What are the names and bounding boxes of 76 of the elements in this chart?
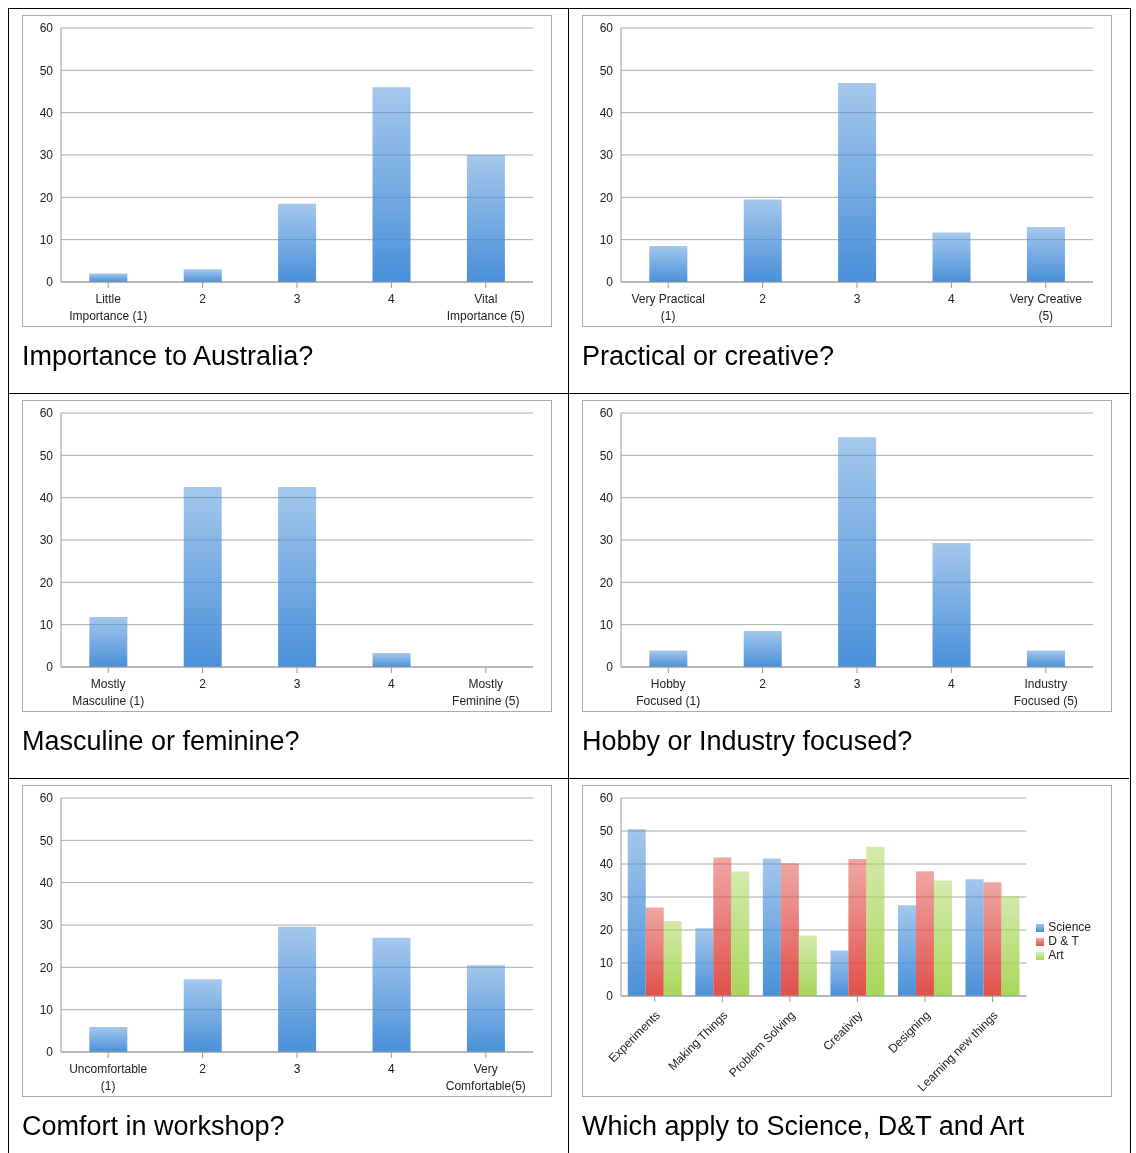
legend-label: Art	[1048, 948, 1064, 962]
y-tick-label: 0	[46, 275, 54, 290]
text: Hobby or Industry focused?	[582, 726, 914, 757]
y-tick-label: 40	[39, 875, 54, 890]
y-tick-label: 40	[39, 490, 54, 505]
y-tick-label: 10	[599, 956, 614, 971]
x-tick-label: Very Comfortable(5)	[445, 1061, 526, 1093]
y-tick-label: 60	[599, 406, 614, 421]
y-tick-label: 0	[46, 660, 54, 675]
y-tick-label: 20	[599, 923, 614, 938]
y-tick-label: 60	[599, 791, 614, 806]
y-tick-label: 60	[599, 21, 614, 36]
y-tick-label: 40	[599, 490, 614, 505]
y-tick-label: 50	[39, 833, 54, 848]
y-tick-label: 30	[39, 533, 54, 548]
x-tick-label: Mostly Feminine (5)	[452, 676, 520, 708]
text: Masculine or feminine?	[22, 726, 301, 757]
y-tick-label: 50	[599, 448, 614, 463]
legend-label: D & T	[1048, 934, 1079, 948]
text: Comfort in workshop?	[22, 1111, 286, 1142]
y-tick-label: 30	[39, 148, 54, 163]
text: Which apply to Science, D&T and Art	[582, 1111, 1026, 1142]
y-tick-label: 10	[39, 232, 54, 247]
y-tick-label: 20	[599, 575, 614, 590]
y-tick-label: 40	[39, 105, 54, 120]
y-tick-label: 20	[39, 190, 54, 205]
x-tick-label: Vital Importance (5)	[446, 291, 525, 323]
x-tick-label: 3	[293, 291, 301, 306]
y-tick-label: 0	[46, 1045, 54, 1060]
y-tick-label: 50	[39, 448, 54, 463]
x-tick-label: 2	[199, 676, 207, 691]
y-tick-label: 50	[599, 63, 614, 78]
text: Importance to Australia?	[22, 341, 315, 372]
x-tick-label: 3	[853, 291, 861, 306]
y-tick-label: 10	[599, 617, 614, 632]
x-tick-label: 2	[759, 676, 767, 691]
x-tick-label: Mostly Masculine (1)	[72, 676, 145, 708]
x-tick-label: 3	[293, 676, 301, 691]
y-tick-label: 40	[599, 857, 614, 872]
y-tick-label: 50	[39, 63, 54, 78]
x-tick-label: Hobby Focused (1)	[636, 676, 701, 708]
x-tick-label: Little Importance (1)	[69, 291, 148, 323]
x-tick-label: Uncomfortable (1)	[69, 1061, 148, 1093]
x-tick-label: 4	[388, 1061, 396, 1076]
y-tick-label: 40	[599, 105, 614, 120]
y-tick-label: 60	[39, 21, 54, 36]
y-tick-label: 0	[606, 275, 614, 290]
y-tick-label: 60	[39, 406, 54, 421]
y-tick-label: 30	[599, 148, 614, 163]
y-tick-label: 30	[599, 890, 614, 905]
y-tick-label: 20	[39, 575, 54, 590]
x-tick-label: 3	[293, 1061, 301, 1076]
y-tick-label: 50	[599, 824, 614, 839]
y-tick-label: 30	[599, 533, 614, 548]
y-tick-label: 10	[39, 617, 54, 632]
y-tick-label: 30	[39, 918, 54, 933]
x-tick-label: 2	[199, 291, 207, 306]
x-tick-label: Very Practical (1)	[631, 291, 705, 323]
x-tick-label: Industry Focused (5)	[1013, 676, 1078, 708]
x-tick-label: 2	[759, 291, 767, 306]
x-tick-label: 2	[199, 1061, 207, 1076]
y-tick-label: 20	[39, 960, 54, 975]
y-tick-label: 10	[599, 232, 614, 247]
y-tick-label: 0	[606, 989, 614, 1004]
y-tick-label: 60	[39, 791, 54, 806]
y-tick-label: 10	[39, 1002, 54, 1017]
legend-label: Science	[1048, 920, 1091, 934]
x-tick-label: 4	[388, 291, 396, 306]
y-tick-label: 0	[606, 660, 614, 675]
text: Practical or creative?	[582, 341, 836, 372]
x-tick-label: 4	[388, 676, 396, 691]
x-tick-label: 4	[948, 676, 956, 691]
x-tick-label: 3	[853, 676, 861, 691]
x-tick-label: Very Creative (5)	[1009, 291, 1083, 323]
x-tick-label: 4	[948, 291, 956, 306]
y-tick-label: 20	[599, 190, 614, 205]
